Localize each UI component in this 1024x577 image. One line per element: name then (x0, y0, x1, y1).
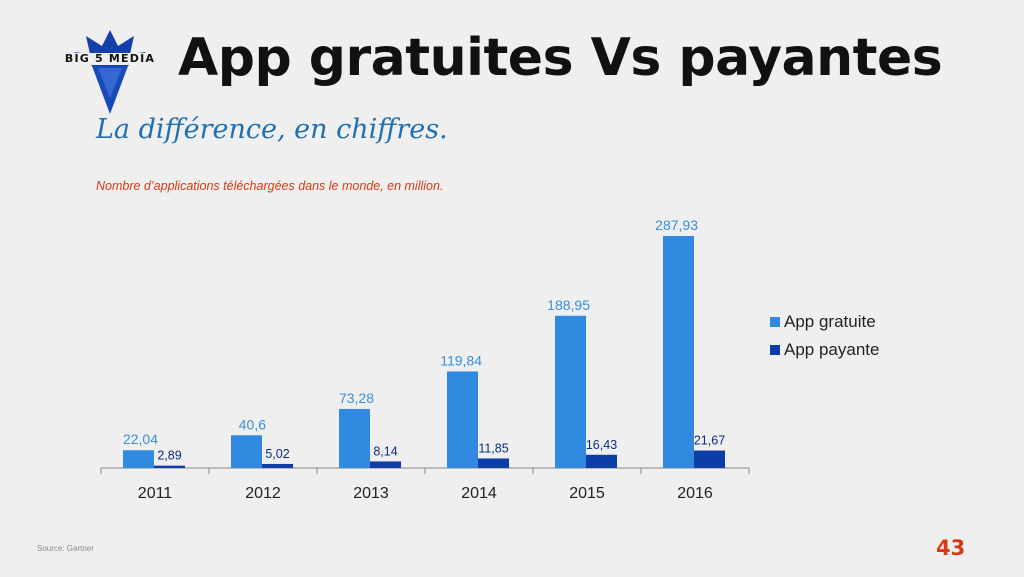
bar-app-payante (586, 454, 617, 468)
chart-caption: Nombre d’applications téléchargées dans … (96, 179, 444, 193)
source-note: Source: Gartner (37, 544, 94, 553)
page-title: App gratuites Vs payantes (178, 28, 943, 88)
data-label-app-gratuite: 22,04 (123, 431, 158, 447)
x-tick-label: 2012 (245, 485, 281, 502)
x-tick-label: 2016 (677, 485, 713, 502)
x-tick-label: 2011 (138, 485, 173, 502)
brand-logo: BIG 5 MEDIA (62, 28, 158, 116)
bar-app-gratuite (555, 315, 586, 468)
bar-app-payante (370, 461, 401, 468)
page-subtitle: La différence, en chiffres. (96, 114, 448, 145)
legend-label: App gratuite (784, 312, 876, 331)
data-label-app-gratuite: 119,84 (440, 352, 482, 368)
legend-swatch (770, 345, 780, 355)
data-label-app-gratuite: 188,95 (547, 297, 590, 313)
bar-app-payante (262, 463, 293, 468)
x-tick-label: 2014 (461, 485, 497, 502)
bar-app-gratuite (231, 435, 262, 468)
bar-app-payante (154, 465, 185, 468)
bar-app-payante (694, 450, 725, 468)
legend-label: App payante (784, 340, 879, 359)
data-label-app-payante: 8,14 (373, 444, 397, 458)
bar-app-gratuite (339, 408, 370, 468)
bar-app-payante (478, 458, 509, 468)
data-label-app-payante: 16,43 (586, 438, 617, 452)
page-number: 43 (936, 536, 966, 560)
data-label-app-gratuite: 287,93 (655, 217, 698, 233)
bar-app-gratuite (663, 236, 694, 468)
data-label-app-gratuite: 73,28 (339, 390, 374, 406)
data-label-app-payante: 11,85 (478, 441, 508, 455)
data-label-app-gratuite: 40,6 (239, 416, 266, 432)
bar-app-gratuite (447, 371, 478, 468)
logo-text: BIG 5 MEDIA (62, 53, 158, 65)
x-tick-label: 2013 (353, 485, 389, 502)
legend-swatch (770, 317, 780, 327)
data-label-app-payante: 21,67 (694, 434, 725, 448)
bar-app-gratuite (123, 450, 154, 468)
data-label-app-payante: 5,02 (265, 447, 289, 461)
data-label-app-payante: 2,89 (157, 449, 181, 463)
x-tick-label: 2015 (569, 485, 605, 502)
